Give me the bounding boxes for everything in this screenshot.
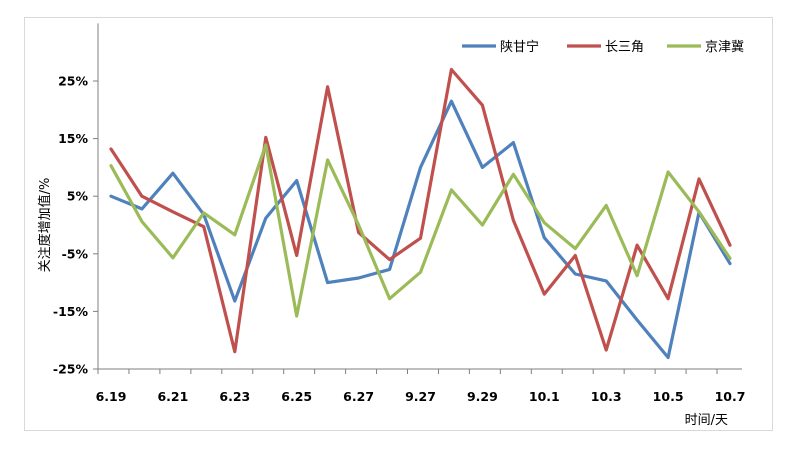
chart-frame — [24, 17, 773, 431]
axes: 25% 15% 5% -5% -15% -25% 6.19 6.21 6.23 6.25 6.27… — [53, 23, 746, 404]
x-tick-label: 6.25 — [281, 389, 312, 404]
y-tick-label: -15% — [53, 304, 89, 319]
y-tick-label: 5% — [67, 189, 89, 204]
y-tick-label: -5% — [62, 246, 89, 261]
y-tick-label: 25% — [58, 74, 88, 89]
x-tick-label: 9.27 — [405, 389, 436, 404]
legend-label: 长三角 — [605, 40, 644, 55]
legend-item: 京津冀 — [667, 39, 744, 55]
legend-item: 长三角 — [567, 40, 644, 55]
x-tick-label: 10.7 — [715, 389, 746, 404]
x-tick-label: 10.5 — [653, 389, 684, 404]
series-layer — [109, 67, 732, 360]
y-tick-label: -25% — [53, 362, 89, 377]
legend-item: 陕甘宁 — [462, 39, 539, 55]
y-tick-label: 15% — [58, 131, 88, 146]
legend-label: 京津冀 — [705, 39, 744, 55]
x-axis-label: 时间/天 — [685, 413, 728, 428]
series-line — [109, 99, 732, 360]
legend-label: 陕甘宁 — [500, 39, 539, 55]
series-line — [109, 143, 732, 318]
x-tick-label: 6.21 — [157, 389, 188, 404]
x-ticks: 6.19 6.21 6.23 6.25 6.27 9.27 9.29 10.1 10.3 10.5… — [96, 369, 746, 404]
x-tick-label: 9.29 — [467, 389, 498, 404]
x-tick-label: 6.23 — [219, 389, 250, 404]
y-ticks: 25% 15% 5% -5% -15% -25% — [53, 74, 98, 377]
x-tick-label: 10.3 — [591, 389, 622, 404]
y-axis-label: 关注度增加值/% — [37, 178, 53, 273]
series-line — [109, 67, 732, 354]
legend: 陕甘宁 长三角 京津冀 — [462, 39, 744, 55]
x-tick-label: 6.19 — [96, 389, 127, 404]
x-tick-label: 6.27 — [343, 389, 374, 404]
x-tick-label: 10.1 — [529, 389, 560, 404]
